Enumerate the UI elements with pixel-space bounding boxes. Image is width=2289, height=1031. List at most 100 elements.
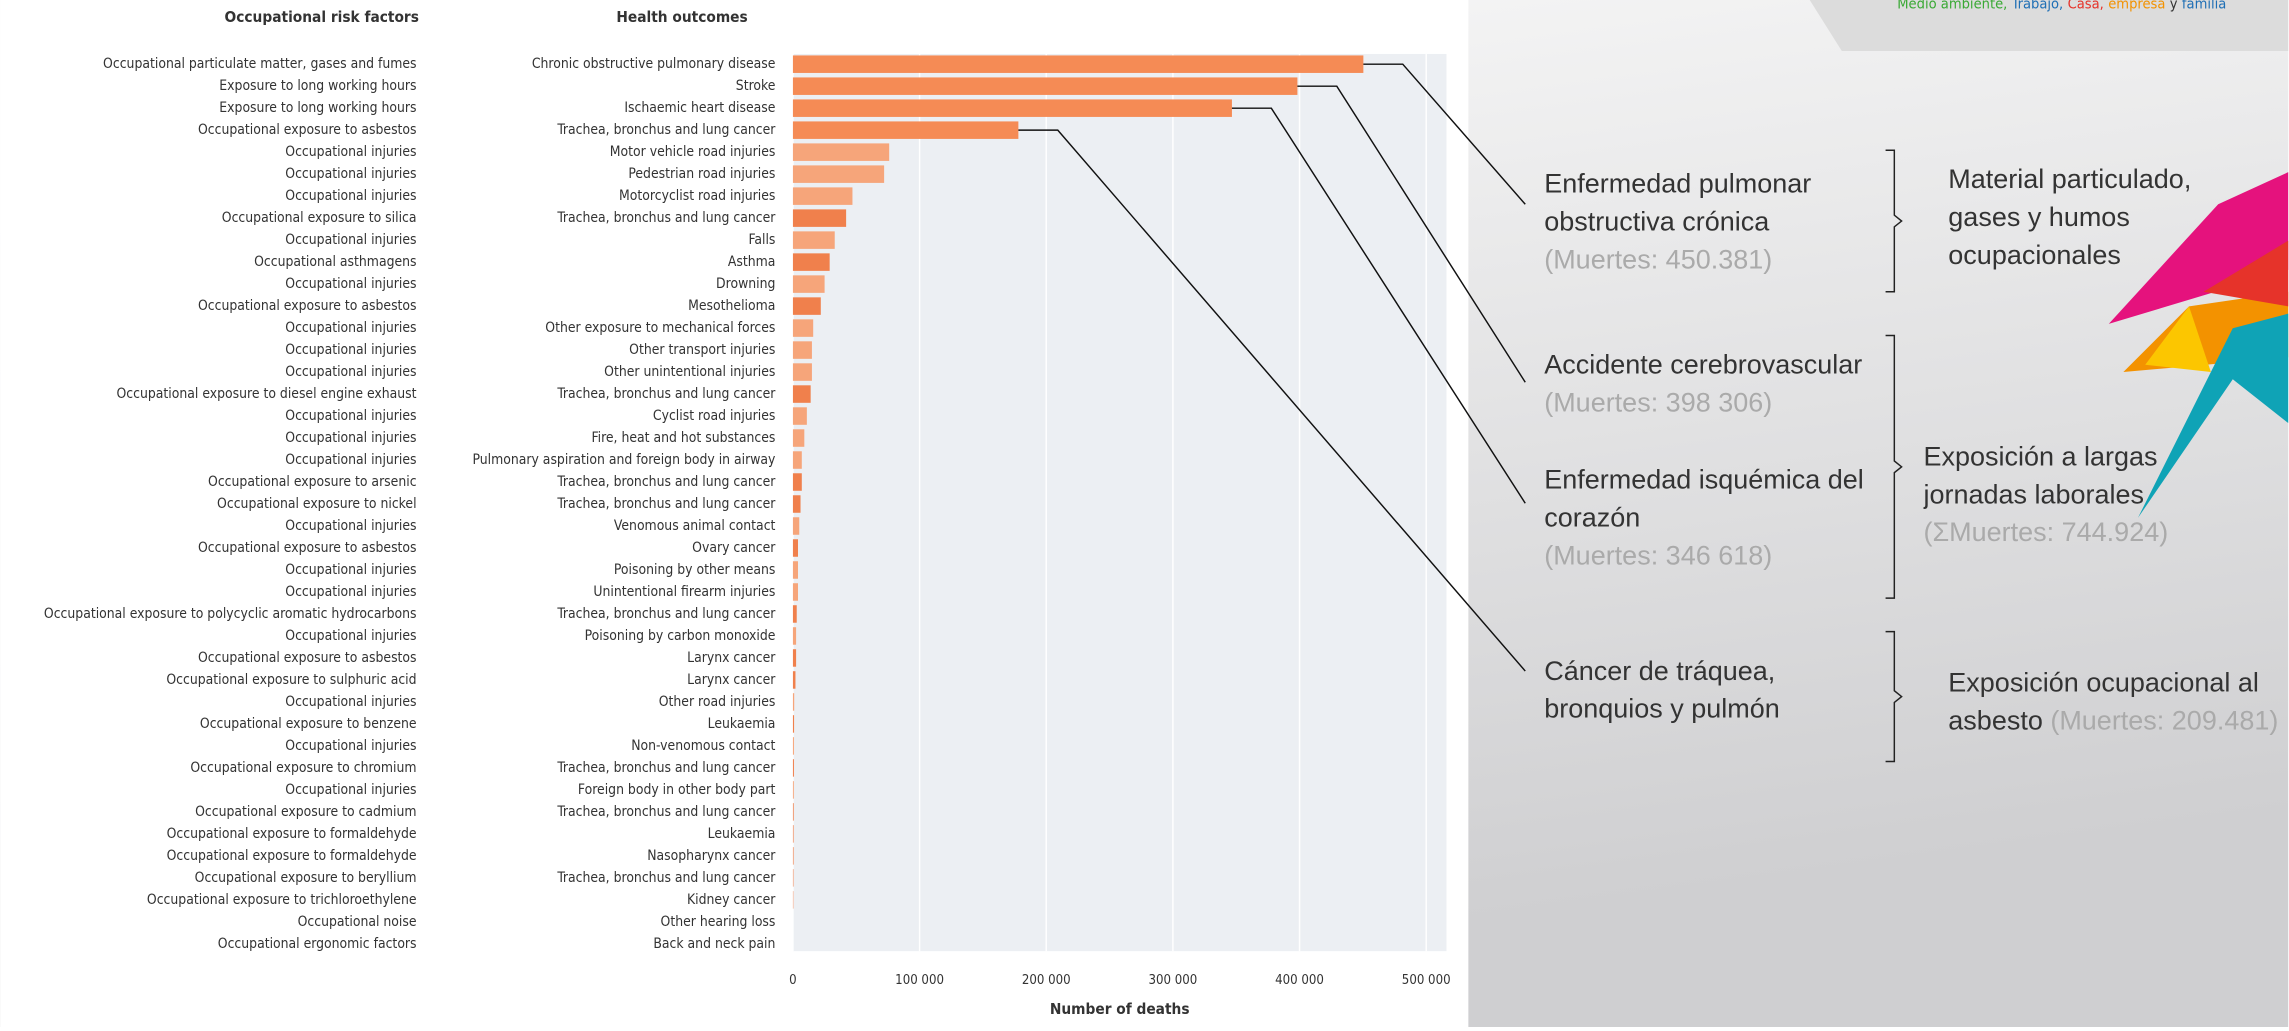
y-tick-label: Other transport injuries xyxy=(629,342,775,358)
y-tick-label: Motor vehicle road injuries xyxy=(610,144,776,160)
y-tick-label: Leukaemia xyxy=(708,716,776,732)
bar xyxy=(793,781,794,799)
bar xyxy=(793,473,802,491)
risk-factor-label: Occupational exposure to silica xyxy=(222,210,417,226)
risk-factor-label: Occupational ergonomic factors xyxy=(218,936,417,952)
banner-word: empresa xyxy=(2108,0,2165,12)
risk-factor-label: Occupational exposure to cadmium xyxy=(195,804,416,820)
column-header: Occupational risk factors xyxy=(225,8,419,26)
y-tick-label: Pulmonary aspiration and foreign body in… xyxy=(472,452,775,468)
risk-factor-label: Occupational particulate matter, gases a… xyxy=(103,56,416,72)
risk-factor-label: Occupational asthmagens xyxy=(254,254,416,270)
banner-word: familia xyxy=(2182,0,2226,12)
y-tick-label: Pedestrian road injuries xyxy=(628,166,775,182)
bar xyxy=(793,55,1363,73)
bar xyxy=(793,429,804,447)
y-tick-label: Mesothelioma xyxy=(688,298,775,314)
risk-factor-label: Occupational exposure to asbestos xyxy=(198,540,417,556)
bar xyxy=(793,275,825,293)
bar xyxy=(793,297,821,315)
group-annotation: Material particulado, gases y humos ocup… xyxy=(1948,160,2240,291)
y-tick-label: Asthma xyxy=(728,254,776,270)
bar xyxy=(793,385,811,403)
x-axis-label: Number of deaths xyxy=(1050,1000,1190,1018)
deaths: (Muertes: 209.481) xyxy=(2050,705,2278,736)
y-tick-label: Trachea, bronchus and lung cancer xyxy=(556,870,776,886)
x-tick-label: 300 000 xyxy=(1149,973,1198,988)
banner-word: Trabajo, xyxy=(2011,0,2063,12)
risk-factor-label: Occupational exposure to benzene xyxy=(200,716,417,732)
risk-factor-label: Occupational injuries xyxy=(285,342,416,358)
y-tick-label: Other hearing loss xyxy=(661,914,776,930)
bar xyxy=(793,671,796,689)
risk-factor-label: Occupational exposure to formaldehyde xyxy=(167,826,417,842)
y-tick-label: Unintentional firearm injuries xyxy=(593,584,775,600)
risk-factor-label: Occupational injuries xyxy=(285,628,416,644)
risk-factor-label: Occupational exposure to trichloroethyle… xyxy=(147,892,417,908)
y-tick-label: Kidney cancer xyxy=(687,892,776,908)
bar xyxy=(793,231,835,249)
y-tick-label: Larynx cancer xyxy=(687,672,776,688)
label: Accidente cerebrovascular xyxy=(1544,346,1887,384)
risk-factor-label: Occupational injuries xyxy=(285,584,416,600)
y-tick-label: Trachea, bronchus and lung cancer xyxy=(556,760,776,776)
risk-factor-label: Occupational injuries xyxy=(285,320,416,336)
bar xyxy=(793,363,812,381)
y-tick-label: Drowning xyxy=(716,276,775,292)
bar xyxy=(793,583,798,601)
risk-factor-label: Exposure to long working hours xyxy=(219,100,416,116)
y-tick-label: Nasopharynx cancer xyxy=(647,848,776,864)
bar xyxy=(793,605,797,623)
risk-factor-label: Occupational exposure to sulphuric acid xyxy=(166,672,416,688)
annotation-text: Enfermedad isquémica del corazón(Muertes… xyxy=(1544,461,1887,575)
group-annotation-text: Material particulado, gases y humos ocup… xyxy=(1948,160,2240,274)
annotation-text: Accidente cerebrovascular(Muertes: 398 3… xyxy=(1544,346,1887,422)
x-tick-label: 100 000 xyxy=(895,973,944,988)
x-tick-label: 0 xyxy=(789,973,797,988)
annotation-text: Enfermedad pulmonar obstructiva crónica(… xyxy=(1544,165,1887,279)
bar xyxy=(793,99,1232,117)
y-tick-label: Trachea, bronchus and lung cancer xyxy=(556,804,776,820)
bar xyxy=(793,847,794,865)
bar xyxy=(793,253,830,271)
banner-word: y xyxy=(2170,0,2178,12)
risk-factor-label: Occupational exposure to chromium xyxy=(190,760,416,776)
risk-factor-label: Occupational exposure to formaldehyde xyxy=(167,848,417,864)
y-tick-label: Larynx cancer xyxy=(687,650,776,666)
bar xyxy=(793,693,794,711)
bar xyxy=(793,737,794,755)
bar xyxy=(793,649,796,667)
risk-factor-label: Occupational injuries xyxy=(285,188,416,204)
risk-factor-label: Occupational exposure to asbestos xyxy=(198,298,417,314)
risk-factor-label: Occupational noise xyxy=(298,914,417,930)
risk-factor-label: Occupational injuries xyxy=(285,452,416,468)
bar xyxy=(793,495,801,513)
label: (Muertes: 346 618) xyxy=(1544,537,1887,575)
risk-factor-label: Occupational exposure to diesel engine e… xyxy=(116,386,416,402)
bar xyxy=(793,143,889,161)
y-tick-label: Other road injuries xyxy=(659,694,776,710)
bar xyxy=(793,517,799,535)
risk-factor-label: Occupational injuries xyxy=(285,166,416,182)
label: Material particulado, gases y humos ocup… xyxy=(1948,163,2191,269)
annotation: Enfermedad pulmonar obstructiva crónica(… xyxy=(1544,165,1887,296)
bar xyxy=(793,451,802,469)
risk-factor-label: Occupational injuries xyxy=(285,232,416,248)
risk-factor-label: Occupational injuries xyxy=(285,364,416,380)
risk-factor-label: Occupational injuries xyxy=(285,694,416,710)
risk-factor-label: Occupational exposure to arsenic xyxy=(208,474,417,490)
label: Enfermedad isquémica del corazón xyxy=(1544,461,1887,537)
x-tick-label: 400 000 xyxy=(1275,973,1324,988)
annotation: Cáncer de tráquea, bronquios y pulmón xyxy=(1544,652,1887,783)
y-tick-label: Trachea, bronchus and lung cancer xyxy=(556,386,776,402)
y-tick-label: Non-venomous contact xyxy=(631,738,775,754)
y-tick-label: Back and neck pain xyxy=(653,936,775,952)
bar xyxy=(793,77,1297,95)
y-tick-label: Trachea, bronchus and lung cancer xyxy=(556,122,776,138)
y-tick-label: Leukaemia xyxy=(708,826,776,842)
risk-factor-label: Occupational injuries xyxy=(285,144,416,160)
y-tick-label: Foreign body in other body part xyxy=(578,782,776,798)
y-tick-label: Motorcyclist road injuries xyxy=(619,188,775,204)
bar xyxy=(793,165,884,183)
